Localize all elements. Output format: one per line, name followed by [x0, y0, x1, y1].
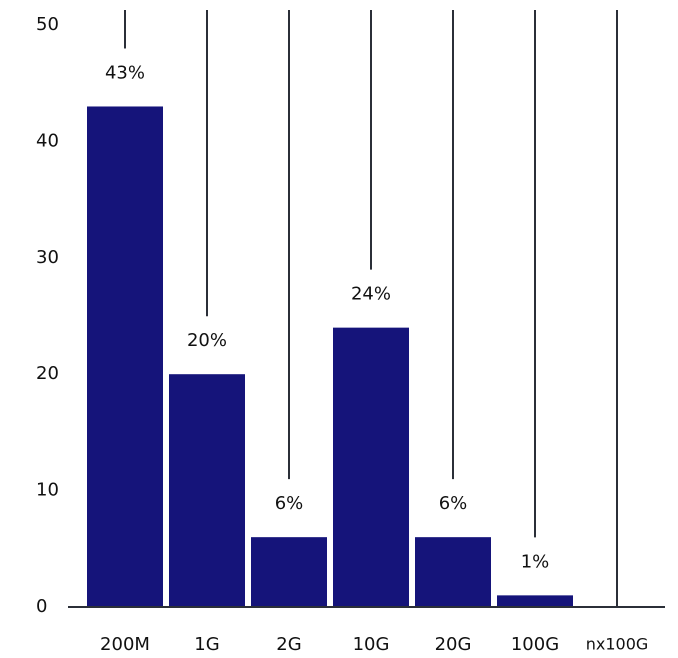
y-tick-label: 10: [36, 480, 59, 501]
y-tick-label: 50: [36, 14, 59, 35]
bar: [415, 537, 491, 607]
value-label: 1%: [521, 551, 550, 572]
value-label: 6%: [275, 493, 304, 514]
bar: [497, 595, 573, 607]
value-label: 24%: [351, 284, 391, 305]
bar: [87, 106, 163, 607]
x-tick-label: nx100G: [586, 635, 649, 654]
value-label: 6%: [439, 493, 468, 514]
x-tick-label: 100G: [511, 634, 559, 655]
y-tick-label: 20: [36, 363, 59, 384]
y-tick-label: 0: [36, 596, 47, 617]
x-tick-label: 200M: [100, 634, 150, 655]
y-tick-label: 40: [36, 130, 59, 151]
x-tick-label: 10G: [353, 634, 390, 655]
bar: [169, 374, 245, 607]
x-tick-label: 2G: [276, 634, 301, 655]
x-tick-label: 20G: [435, 634, 472, 655]
y-tick-label: 30: [36, 247, 59, 268]
value-label: 43%: [105, 62, 145, 83]
value-label: 20%: [187, 330, 227, 351]
bar: [333, 327, 409, 607]
bar: [251, 537, 327, 607]
x-tick-label: 1G: [194, 634, 219, 655]
